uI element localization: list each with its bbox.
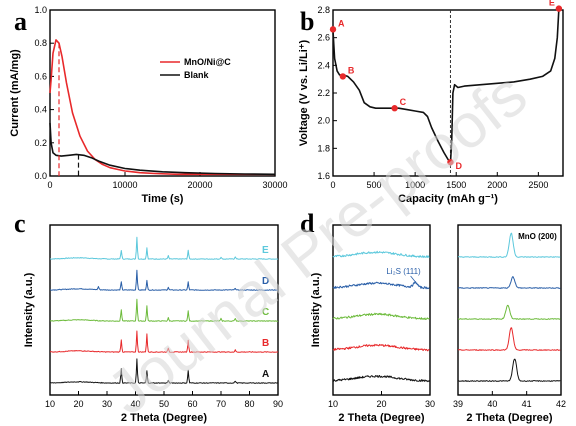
panel-b-ytick-label: 2.0 bbox=[317, 116, 330, 126]
panel-a-xtick-label: 10000 bbox=[112, 180, 137, 190]
panel-c-series-label: A bbox=[262, 369, 269, 380]
panel-d-right-xtick-label: 40 bbox=[487, 399, 497, 409]
panel-b-xtick-label: 2500 bbox=[528, 180, 548, 190]
panel-d-left-annotation-arrow bbox=[410, 275, 416, 283]
panel-c-xtick-label: 60 bbox=[187, 399, 197, 409]
panel-d-left-series-E bbox=[332, 250, 430, 259]
panel-c-chart: 10 20 30 40 50 60 70 80 90 2 Theta (Degree) Intens… bbox=[23, 224, 283, 424]
panel-d-left-series-B bbox=[332, 343, 430, 352]
panel-b-ytick-label: 2.2 bbox=[317, 88, 330, 98]
panel-c-series-label: E bbox=[262, 245, 269, 256]
panel-d-left-xlabel: 2 Theta (Degree) bbox=[338, 412, 425, 424]
panel-a-ytick-label: 1.0 bbox=[34, 5, 47, 15]
panel-d-left-ylabel: Intensity (a.u.) bbox=[310, 272, 322, 347]
panel-d-left-xtick-label: 30 bbox=[425, 399, 435, 409]
panel-d-right-xtick-label: 42 bbox=[556, 399, 566, 409]
panel-d-right-annotation: MnO (200) bbox=[518, 232, 557, 241]
panel-b-point-label: A bbox=[338, 18, 345, 28]
panel-a-ytick-label: 0.0 bbox=[34, 171, 47, 181]
panel-d-left-series-A bbox=[332, 375, 431, 383]
panel-a-xlabel: Time (s) bbox=[142, 193, 184, 205]
panel-c-ylabel: Intensity (a.u.) bbox=[23, 272, 35, 347]
panel-label-d: d bbox=[300, 209, 315, 238]
panel-d-right-frame bbox=[457, 224, 562, 396]
panel-d-left-series-C bbox=[332, 312, 430, 320]
panel-d-left-chart: 10 20 302 Theta (Degree) Intensity (a.u.) Li… bbox=[310, 224, 435, 424]
panel-c-series-label: D bbox=[262, 276, 269, 287]
panel-d-right-series-A bbox=[457, 358, 561, 382]
panel-a-ytick-label: 0.2 bbox=[34, 138, 47, 148]
panel-a-ytick-label: 0.6 bbox=[34, 71, 47, 81]
panel-c-series-A bbox=[50, 358, 279, 384]
panel-c-xtick-label: 70 bbox=[216, 399, 226, 409]
panel-d-right-series-C bbox=[457, 304, 561, 320]
panel-b-xtick-label: 1000 bbox=[405, 180, 425, 190]
panel-a-series-black bbox=[49, 122, 276, 176]
watermark: Journal Pre-proofs bbox=[95, 60, 539, 426]
panel-c-xtick-label: 20 bbox=[73, 399, 83, 409]
panel-b-point-E bbox=[555, 5, 563, 12]
panel-b-xtick-label: 0 bbox=[330, 180, 335, 190]
panel-c-xtick-label: 80 bbox=[244, 399, 254, 409]
panel-b-point-label: D bbox=[455, 161, 462, 171]
panel-c-xtick-label: 10 bbox=[45, 399, 55, 409]
panel-a-series-red bbox=[49, 39, 275, 176]
panel-b-chart: 0 500 1000 1500 2000 2500 1.6 1.8 2.0 2.2 2.4 2.6 2.… bbox=[298, 0, 564, 205]
panel-d-right-xtick-label: 41 bbox=[522, 399, 532, 409]
panel-c-series-D bbox=[49, 269, 279, 291]
panel-b-ytick-label: 1.8 bbox=[317, 143, 330, 153]
panel-b-point-label: E bbox=[549, 0, 555, 8]
panel-c-xtick-label: 90 bbox=[273, 399, 283, 409]
panel-d-right-xtick-label: 39 bbox=[453, 399, 463, 409]
panel-b-xtick-label: 2000 bbox=[487, 180, 507, 190]
panel-b-xtick-label: 1500 bbox=[446, 180, 466, 190]
panel-d-right-series-E bbox=[457, 232, 561, 258]
panel-a-xtick-label: 20000 bbox=[187, 180, 212, 190]
panel-d-left-xtick-label: 10 bbox=[328, 399, 338, 409]
panel-c-series-B bbox=[49, 330, 279, 353]
panel-d-left-series-D bbox=[332, 281, 430, 290]
panel-d-right-xlabel: 2 Theta (Degree) bbox=[466, 412, 553, 424]
panel-label-c: c bbox=[14, 209, 26, 238]
panel-a-legend-label: MnO/Ni@C bbox=[184, 57, 231, 67]
panel-c-xtick-label: 50 bbox=[159, 399, 169, 409]
panel-b-ylabel: Voltage (V vs. Li/Li⁺) bbox=[298, 39, 310, 146]
panel-b-point-A bbox=[329, 26, 337, 33]
panel-a-legend-label: Blank bbox=[184, 70, 210, 80]
panel-a-xtick-label: 30000 bbox=[262, 180, 287, 190]
panel-b-point-B bbox=[339, 73, 347, 80]
panel-b-point-C bbox=[391, 105, 398, 112]
panel-b-xlabel: Capacity (mAh g⁻¹) bbox=[398, 193, 498, 205]
panel-b-ytick-label: 2.4 bbox=[317, 60, 330, 70]
panel-d-left-annotation: Li₂S (111) bbox=[386, 267, 421, 276]
panel-d-right-chart: 39 40 41 422 Theta (Degree) MnO (200) bbox=[453, 224, 566, 424]
panel-b-series-1 bbox=[449, 8, 560, 163]
panel-a-ytick-label: 0.8 bbox=[34, 38, 47, 48]
panel-c-xtick-label: 30 bbox=[102, 399, 112, 409]
panel-label-a: a bbox=[14, 7, 27, 36]
panel-a-xtick-label: 0 bbox=[47, 180, 52, 190]
panel-c-xtick-label: 40 bbox=[130, 399, 140, 409]
panel-d-right-series-D bbox=[457, 276, 561, 289]
panel-b-point-D bbox=[447, 158, 454, 166]
panel-c-series-label: C bbox=[262, 307, 269, 318]
panel-a-frame bbox=[49, 9, 276, 177]
panel-c-series-label: B bbox=[262, 338, 269, 349]
panel-b-xtick-label: 500 bbox=[367, 180, 382, 190]
panel-b-ytick-label: 2.8 bbox=[317, 5, 330, 15]
panel-label-b: b bbox=[300, 7, 314, 36]
panel-c-series-E bbox=[50, 236, 279, 260]
panel-b-point-label: C bbox=[400, 97, 407, 107]
panel-a-ylabel: Current (mA/mg) bbox=[9, 49, 21, 137]
panel-a-ytick-label: 0.4 bbox=[34, 105, 47, 115]
panel-c-series-C bbox=[49, 298, 279, 322]
panel-a-chart: 0 10000 20000 30000 0.0 0.2 0.4 0.6 0.8 1.0 Time (… bbox=[9, 5, 288, 205]
panel-b-ytick-label: 1.6 bbox=[317, 171, 330, 181]
panel-d-right-series-B bbox=[458, 327, 561, 351]
panel-d-left-xtick-label: 20 bbox=[376, 399, 386, 409]
panel-b-point-label: B bbox=[348, 65, 355, 75]
panel-b-ytick-label: 2.6 bbox=[317, 33, 330, 43]
panel-c-xlabel: 2 Theta (Degree) bbox=[121, 412, 208, 424]
